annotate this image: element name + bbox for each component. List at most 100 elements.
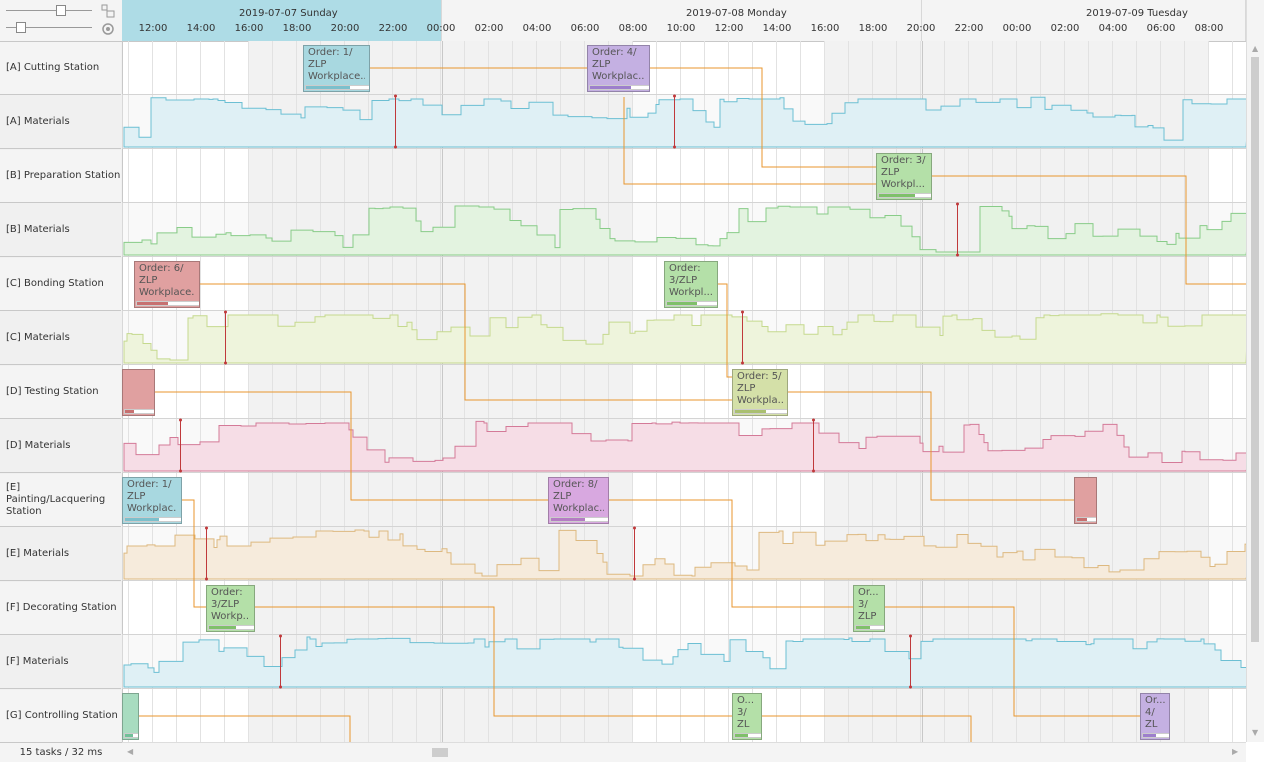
horizontal-scroll-thumb[interactable] [432,748,448,757]
task-bar[interactable] [122,693,139,740]
task-progress-bar [124,517,181,522]
hour-label: 14:00 [762,23,792,34]
capacity-marker-dot [279,634,282,638]
task-progress-bar [855,625,884,630]
horizontal-scrollbar[interactable]: ◀ ▶ [122,742,1246,762]
row-label: [C] Materials [0,312,121,365]
task-progress-bar [124,409,154,414]
task-bar[interactable]: Order: 8/ ZLP Workplac... [548,477,609,524]
capacity-marker-dot [741,361,744,365]
gantt-chart[interactable]: 2019-07-07 Sunday 2019-07-08 Monday 2019-0… [122,0,1246,742]
task-progress-bar [666,301,717,306]
scroll-up-icon[interactable]: ▲ [1252,44,1259,53]
task-progress-bar [734,733,761,738]
task-bar[interactable]: Order: 4/ ZLP Workplac... [587,45,650,92]
task-bar[interactable]: Order: 3/ZLP Workpl... [664,261,718,308]
scroll-left-icon[interactable]: ◀ [127,747,134,756]
capacity-marker-dot [205,577,208,581]
materials-step-chart [123,529,1246,580]
capacity-marker-dot [741,310,744,314]
hour-label: 18:00 [858,23,888,34]
row-label: [F] Decorating Station [0,582,121,635]
day-band [922,0,1246,41]
task-bar[interactable]: Order: 1/ ZLP Workplace... [303,45,370,92]
task-progress-fill [735,410,767,413]
task-progress-bar [136,301,199,306]
hour-label: 16:00 [234,23,264,34]
capacity-marker-dot [394,94,397,98]
materials-step-chart [123,205,1246,256]
hour-label: 04:00 [1098,23,1128,34]
task-bar[interactable]: Or... 4/ ZL [1140,693,1170,740]
task-bar[interactable]: Order: 5/ ZLP Workpla... [732,369,788,416]
day-label: 2019-07-08 Monday [686,8,787,19]
hour-label: 02:00 [1050,23,1080,34]
capacity-marker-dot [224,361,227,365]
task-progress-fill [209,626,236,629]
task-bar[interactable] [1074,477,1097,524]
task-bar[interactable]: O... 3/ ZL [732,693,762,740]
task-bar[interactable]: Or... 3/ ZLP [853,585,885,632]
task-bar[interactable]: Order: 3/ZLP Workp... [206,585,255,632]
row-height-slider-track[interactable] [6,27,92,28]
capacity-marker-dot [909,685,912,689]
row-header-panel: [A] Cutting Station [A] Materials [B] Prep… [0,0,123,762]
capacity-marker-dot [673,94,676,98]
task-progress-bar [1142,733,1169,738]
row-label: [D] Testing Station [0,366,121,419]
task-label: Or... 3/ ZLP [858,587,879,622]
row-label: [B] Preparation Station [0,150,121,203]
row-label: [E] Painting/Lacquering Station [0,474,121,527]
zoom-slider-track[interactable] [6,10,92,11]
row-label: [C] Bonding Station [0,258,121,311]
task-bar[interactable] [122,369,155,416]
task-progress-bar [1076,517,1096,522]
day-band [122,0,442,41]
status-text: 15 tasks / 32 ms [0,742,122,762]
materials-step-chart [123,313,1246,364]
hour-label: 06:00 [1146,23,1176,34]
task-label: Order: 5/ ZLP Workpla... [737,371,783,406]
scroll-down-icon[interactable]: ▼ [1252,728,1259,737]
task-progress-fill [590,86,632,89]
vertical-scroll-thumb[interactable] [1251,57,1259,642]
task-bar[interactable]: Order: 1/ ZLP Workplac... [122,477,182,524]
zoom-toolbox [0,0,122,42]
gear-icon[interactable] [101,22,115,39]
row-label: [D] Materials [0,420,121,473]
hour-label: 12:00 [714,23,744,34]
capacity-marker-dot [279,685,282,689]
vertical-scrollbar[interactable]: ▲ ▼ [1246,41,1264,742]
timeline-header: 2019-07-07 Sunday 2019-07-08 Monday 2019-0… [122,0,1246,42]
hour-label: 08:00 [1194,23,1224,34]
task-bar[interactable]: Order: 6/ ZLP Workplace... [134,261,200,308]
dependency-link [650,67,876,168]
hour-label: 16:00 [810,23,840,34]
hour-label: 00:00 [1002,23,1032,34]
task-progress-fill [125,518,159,521]
task-progress-bar [305,85,369,90]
capacity-marker-dot [179,418,182,422]
task-progress-fill [735,734,748,737]
task-bar[interactable]: Order: 3/ ZLP Workpl... [876,153,932,200]
gantt-grid[interactable] [122,41,1246,742]
hour-label: 22:00 [378,23,408,34]
row-label: [F] Materials [0,636,121,689]
dependency-link [182,499,206,608]
task-progress-bar [589,85,649,90]
task-progress-fill [667,302,697,305]
task-progress-bar [208,625,254,630]
capacity-marker-dot [812,418,815,422]
scroll-right-icon[interactable]: ▶ [1232,747,1239,756]
task-progress-fill [879,194,916,197]
zoom-slider-thumb[interactable] [56,5,66,16]
task-progress-bar [878,193,931,198]
task-progress-bar [124,733,138,738]
hour-label: 18:00 [282,23,312,34]
zoom-fit-icon[interactable] [101,4,115,21]
row-height-slider-thumb[interactable] [16,22,26,33]
capacity-marker-dot [633,526,636,530]
task-label: Order: 4/ ZLP Workplac... [592,47,645,82]
row-label: [E] Materials [0,528,121,581]
materials-step-chart [123,420,1246,472]
